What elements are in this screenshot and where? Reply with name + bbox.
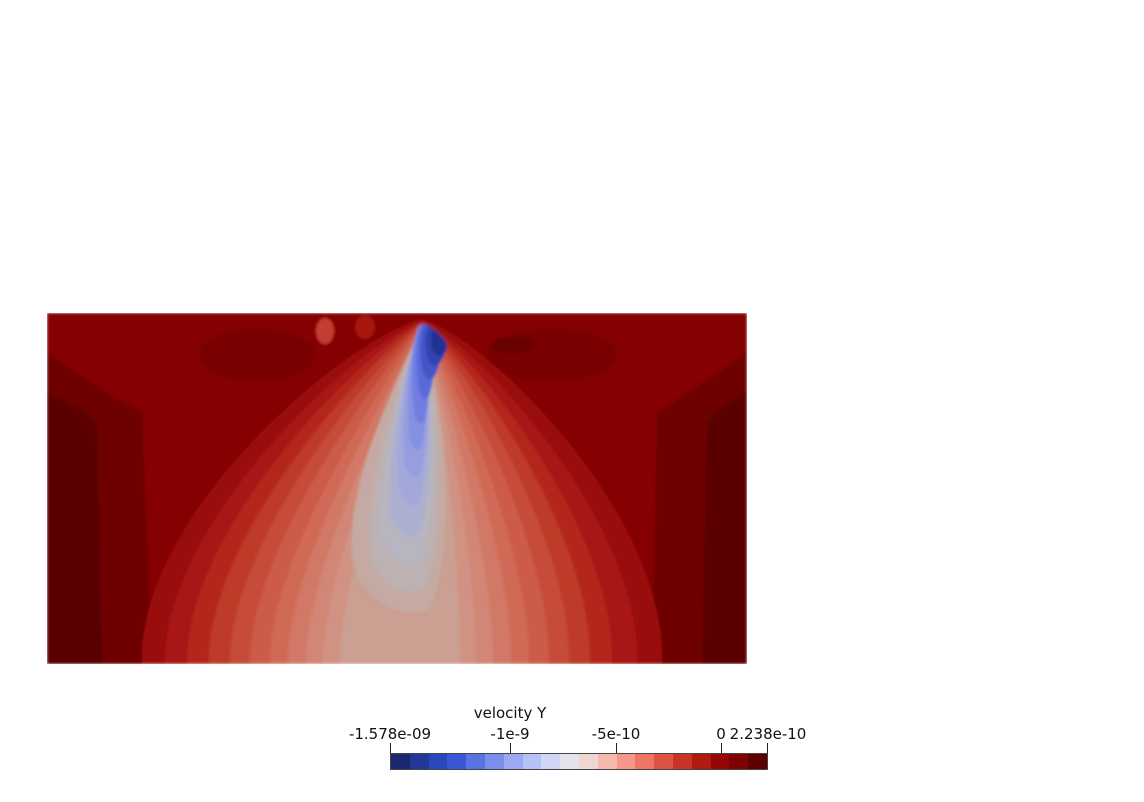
- colorbar-tick-zero: [721, 743, 722, 753]
- colorbar-tick-1: [510, 743, 511, 753]
- colorbar-label-min: -1.578e-09: [348, 725, 432, 743]
- colorbar-swatch: [541, 754, 561, 769]
- colorbar-tick-min: [390, 743, 391, 753]
- colorbar-label-zero: 0: [716, 725, 726, 743]
- colorbar-swatch: [466, 754, 485, 769]
- colorbar-swatch: [597, 754, 617, 769]
- colorbar-swatch: [654, 754, 673, 769]
- colorbar-swatch: [616, 754, 636, 769]
- colorbar-gradient: [390, 753, 768, 770]
- colorbar-swatch: [710, 754, 730, 769]
- colorbar-swatch: [691, 754, 711, 769]
- velocity-contour-plot: [47, 313, 747, 664]
- colorbar-swatch: [672, 754, 692, 769]
- colorbar-swatch: [560, 754, 579, 769]
- colorbar-swatch: [729, 754, 749, 769]
- colorbar-swatch: [409, 754, 429, 769]
- colorbar-swatch: [391, 754, 410, 769]
- colorbar-tick-max: [767, 743, 768, 753]
- colorbar-swatch: [635, 754, 655, 769]
- colorbar-label-tick-1: -1e-9: [490, 725, 530, 743]
- colorbar-legend: velocity Y -1.578e-09 -1e-9 -5e-10 0 2.2…: [340, 700, 820, 780]
- colorbar-swatch: [503, 754, 523, 769]
- colorbar-swatch: [484, 754, 504, 769]
- colorbar-label-tick-2: -5e-10: [591, 725, 641, 743]
- colorbar-label-max: 2.238e-10: [729, 725, 807, 743]
- colorbar-title: velocity Y: [473, 704, 547, 722]
- colorbar-swatch: [522, 754, 542, 769]
- colorbar-swatch: [447, 754, 467, 769]
- colorbar-swatch: [428, 754, 448, 769]
- colorbar-swatch: [578, 754, 598, 769]
- colorbar-swatch: [748, 754, 767, 769]
- colorbar-tick-2: [616, 743, 617, 753]
